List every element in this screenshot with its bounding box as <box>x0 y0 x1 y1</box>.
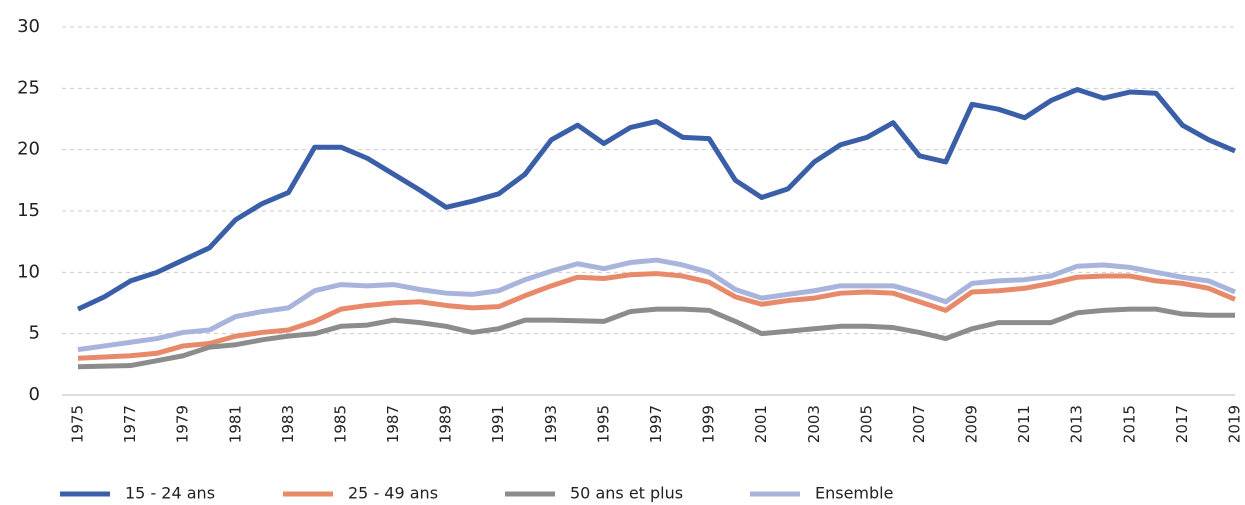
x-tick-label: 1983 <box>279 405 297 443</box>
x-tick-label: 1999 <box>700 405 718 443</box>
x-tick-label: 1991 <box>489 405 507 443</box>
y-tick-label: 30 <box>17 16 40 37</box>
y-tick-label: 20 <box>17 139 40 160</box>
x-tick-label: 2005 <box>857 405 875 443</box>
y-tick-label: 10 <box>17 261 40 282</box>
x-tick-label: 2011 <box>1015 405 1033 443</box>
x-tick-label: 2009 <box>963 405 981 443</box>
legend-label: 25 - 49 ans <box>348 484 438 503</box>
x-tick-label: 1993 <box>542 405 560 443</box>
y-tick-label: 25 <box>17 77 40 98</box>
legend-label: Ensemble <box>815 484 893 503</box>
x-tick-label: 1995 <box>594 405 612 443</box>
series-line <box>77 271 1236 361</box>
x-tick-label: 1997 <box>647 405 665 443</box>
y-tick-label: 15 <box>17 200 40 221</box>
x-tick-label: 2007 <box>910 405 928 443</box>
legend-label: 50 ans et plus <box>570 484 683 503</box>
x-tick-label: 1987 <box>384 405 402 443</box>
y-tick-label: 0 <box>29 384 40 405</box>
x-tick-label: 2003 <box>805 405 823 443</box>
x-tick-label: 2015 <box>1120 405 1138 443</box>
series-line <box>77 306 1235 370</box>
x-tick-label: 2001 <box>752 405 770 443</box>
x-tick-label: 1977 <box>121 405 139 443</box>
x-tick-label: 1979 <box>174 405 192 443</box>
x-tick-label: 1981 <box>226 405 244 443</box>
x-tick-label: 2017 <box>1173 405 1191 443</box>
y-tick-label: 5 <box>29 323 40 344</box>
series-line <box>76 87 1236 312</box>
x-tick-label: 2019 <box>1226 405 1244 443</box>
legend-label: 15 - 24 ans <box>125 484 215 503</box>
x-tick-label: 1975 <box>69 405 87 443</box>
x-tick-label: 2013 <box>1068 405 1086 443</box>
x-tick-label: 1989 <box>437 405 455 443</box>
x-tick-label: 1985 <box>331 405 349 443</box>
series-line <box>77 257 1236 353</box>
